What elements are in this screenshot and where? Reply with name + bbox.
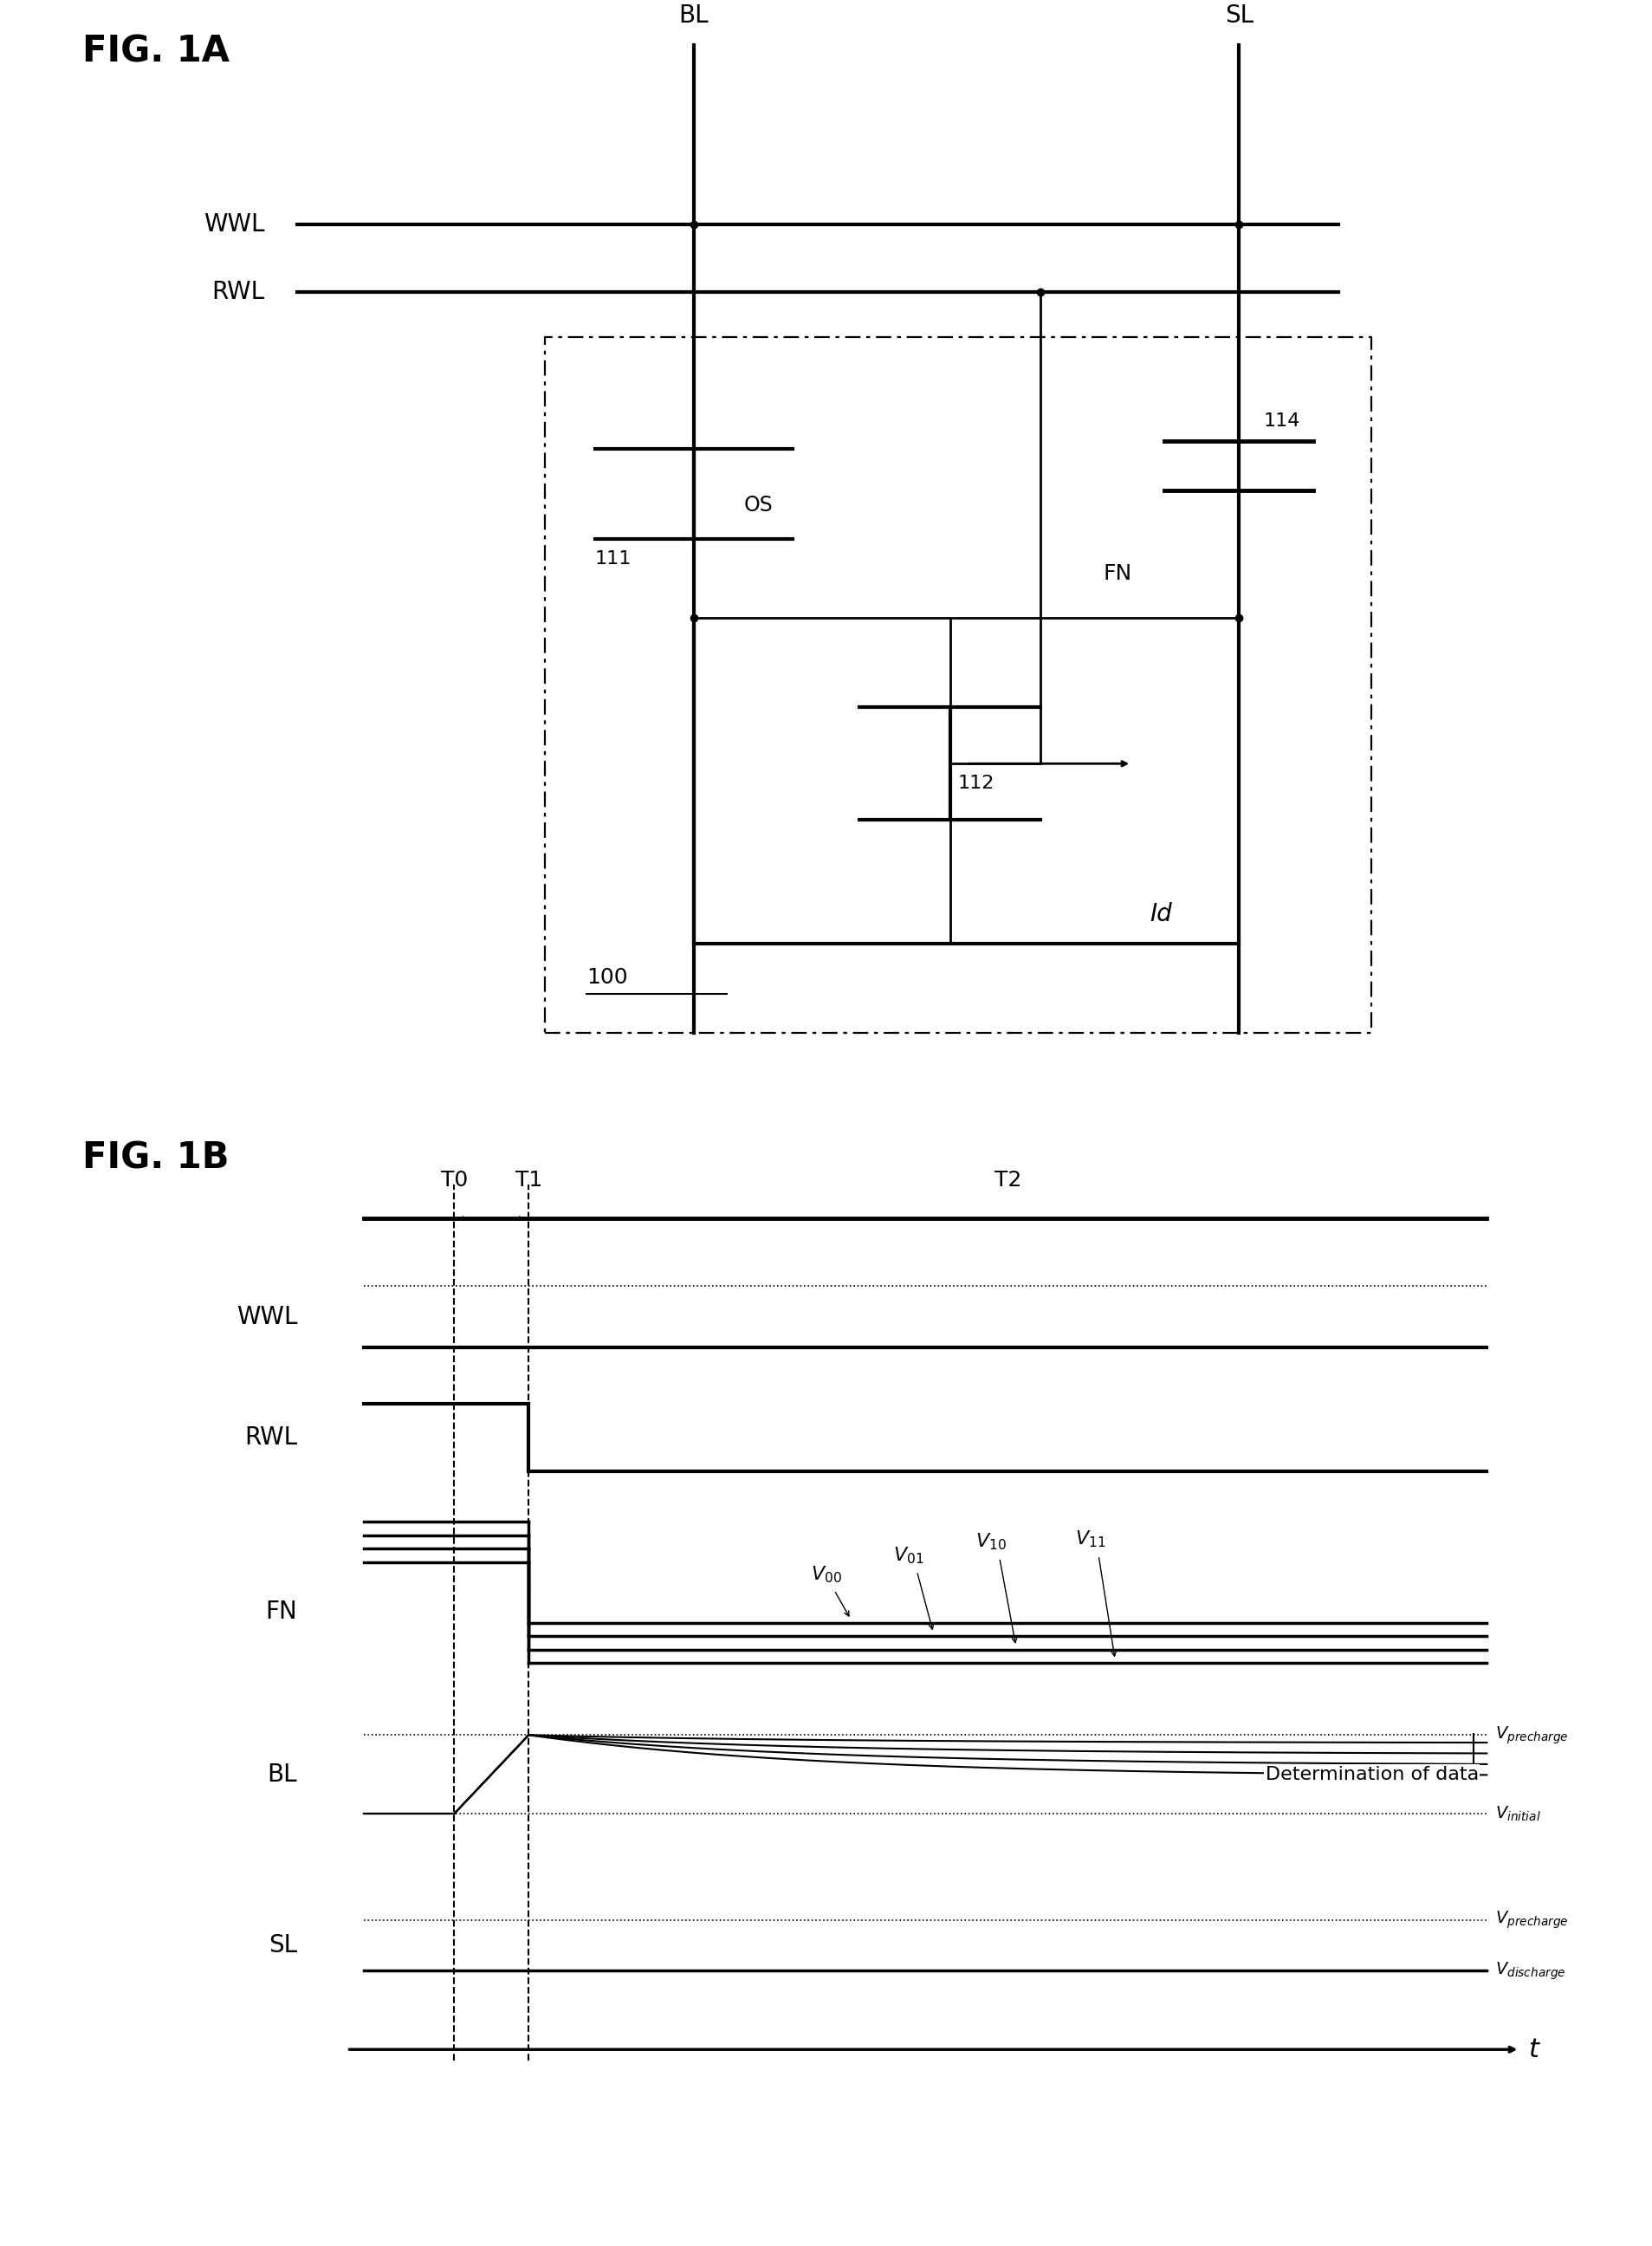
Text: $V_{00}$: $V_{00}$: [811, 1563, 841, 1586]
Text: SL: SL: [1224, 4, 1254, 29]
Text: 100: 100: [586, 968, 628, 988]
Text: $V_{11}$: $V_{11}$: [1075, 1530, 1105, 1550]
Text: 111: 111: [595, 550, 631, 568]
Text: BL: BL: [268, 1763, 297, 1786]
Text: 112: 112: [958, 775, 995, 793]
Text: RWL: RWL: [244, 1426, 297, 1449]
Text: FN: FN: [266, 1599, 297, 1624]
Text: BL: BL: [679, 4, 709, 29]
Text: T1: T1: [515, 1170, 542, 1190]
Text: WWL: WWL: [203, 213, 264, 236]
Text: 114: 114: [1264, 413, 1300, 431]
Text: $V_{precharge}$: $V_{precharge}$: [1495, 1909, 1568, 1932]
Text: $V_{initial}$: $V_{initial}$: [1495, 1804, 1541, 1824]
Text: FIG. 1A: FIG. 1A: [83, 34, 230, 70]
Text: $V_{discharge}$: $V_{discharge}$: [1495, 1961, 1566, 1981]
Text: Id: Id: [1150, 903, 1171, 928]
Text: T2: T2: [995, 1170, 1021, 1190]
Text: $V_{precharge}$: $V_{precharge}$: [1495, 1725, 1568, 1745]
Text: RWL: RWL: [211, 281, 264, 303]
Text: $V_{01}$: $V_{01}$: [894, 1545, 923, 1565]
Text: Determination of data: Determination of data: [1265, 1765, 1479, 1783]
Text: WWL: WWL: [236, 1305, 297, 1330]
Text: FIG. 1B: FIG. 1B: [83, 1141, 230, 1177]
Text: SL: SL: [269, 1934, 297, 1959]
Text: FN: FN: [1104, 564, 1132, 584]
Text: T0: T0: [441, 1170, 468, 1190]
Text: t: t: [1528, 2037, 1538, 2062]
Text: OS: OS: [743, 494, 773, 517]
Text: $V_{10}$: $V_{10}$: [976, 1532, 1006, 1552]
